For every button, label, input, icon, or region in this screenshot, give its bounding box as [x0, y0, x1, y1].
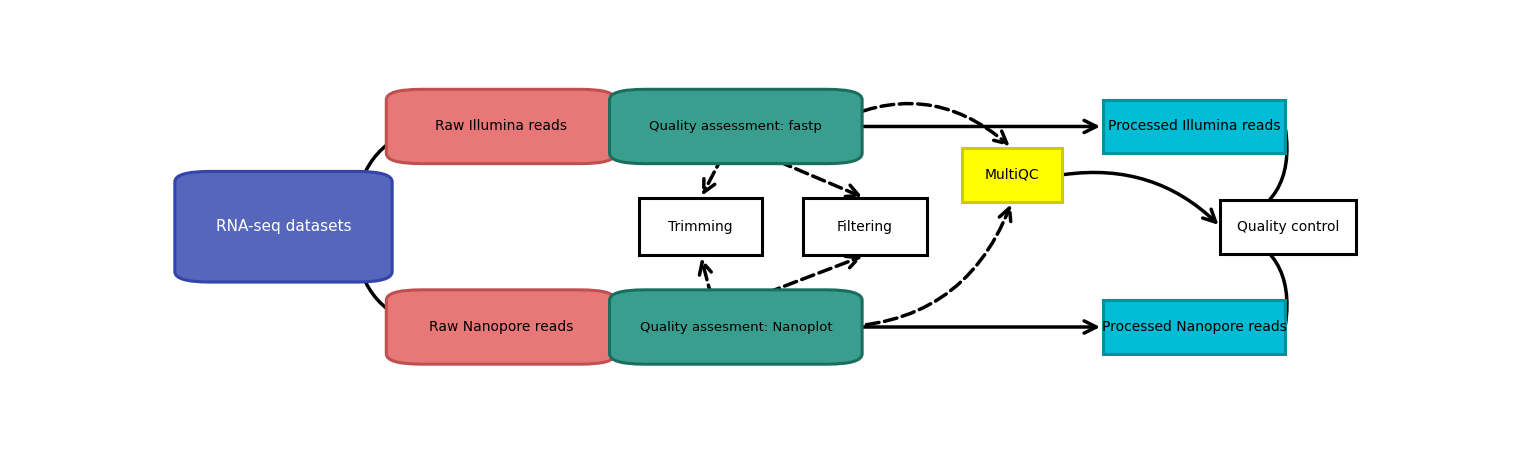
Text: Quality control: Quality control: [1237, 220, 1339, 234]
FancyBboxPatch shape: [1104, 100, 1286, 153]
FancyBboxPatch shape: [638, 198, 763, 255]
FancyBboxPatch shape: [609, 290, 863, 364]
Text: RNA-seq datasets: RNA-seq datasets: [215, 219, 352, 234]
FancyBboxPatch shape: [387, 290, 615, 364]
FancyBboxPatch shape: [803, 198, 926, 255]
FancyBboxPatch shape: [174, 172, 393, 282]
FancyBboxPatch shape: [1220, 200, 1355, 254]
Text: Trimming: Trimming: [669, 220, 732, 234]
FancyBboxPatch shape: [387, 89, 615, 163]
Text: Processed Nanopore reads: Processed Nanopore reads: [1102, 320, 1287, 334]
Text: Raw Nanopore reads: Raw Nanopore reads: [429, 320, 573, 334]
FancyBboxPatch shape: [1104, 300, 1286, 354]
FancyBboxPatch shape: [963, 148, 1061, 202]
Text: Quality assesment: Nanoplot: Quality assesment: Nanoplot: [640, 321, 832, 334]
Text: Raw Illumina reads: Raw Illumina reads: [435, 119, 567, 133]
Text: MultiQC: MultiQC: [984, 168, 1040, 182]
Text: Processed Illumina reads: Processed Illumina reads: [1108, 119, 1281, 133]
Text: Filtering: Filtering: [837, 220, 893, 234]
FancyBboxPatch shape: [609, 89, 863, 163]
Text: Quality assessment: fastp: Quality assessment: fastp: [649, 120, 822, 133]
